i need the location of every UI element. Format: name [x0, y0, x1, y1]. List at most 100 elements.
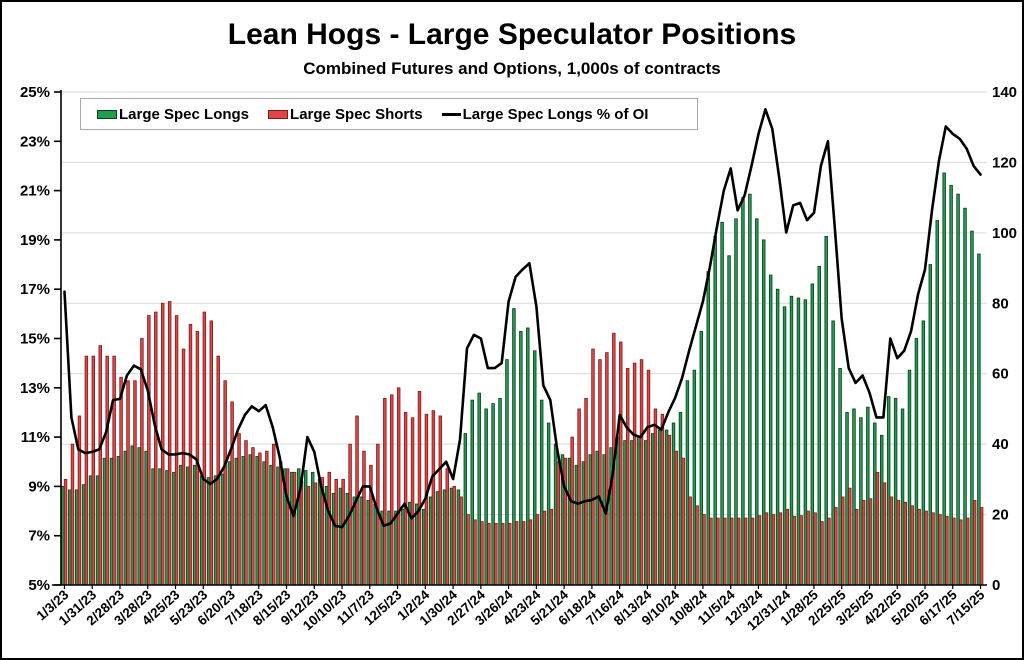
short-bar: [813, 512, 817, 586]
long-bar: [574, 464, 579, 586]
long-bar: [928, 264, 933, 586]
short-bar: [459, 496, 463, 586]
long-bar: [477, 392, 481, 586]
short-bar: [98, 345, 102, 586]
long-bar: [935, 220, 939, 586]
short-bar: [549, 508, 554, 586]
short-bar: [848, 487, 852, 586]
long-bar: [317, 478, 322, 586]
long-bar: [116, 456, 121, 586]
long-bar: [144, 450, 148, 586]
long-bar: [546, 422, 551, 586]
long-bar: [838, 368, 842, 586]
short-bar: [785, 508, 790, 586]
long-bar: [775, 288, 780, 586]
long-bar: [692, 369, 697, 586]
long-bar: [699, 331, 704, 586]
legend-longs-label: Large Spec Longs: [119, 105, 250, 123]
short-bar: [501, 522, 505, 586]
short-bar: [431, 410, 436, 586]
short-bar: [160, 302, 165, 586]
short-bar: [875, 471, 880, 586]
y-axis-left-label: 13%: [20, 380, 50, 397]
long-bar: [352, 496, 357, 586]
long-bar: [533, 350, 537, 586]
short-bar: [258, 452, 262, 586]
long-bar: [428, 496, 433, 586]
short-bar: [438, 415, 443, 586]
legend-shorts-label: Large Spec Shorts: [290, 105, 423, 123]
short-bar: [487, 522, 491, 586]
short-bar: [806, 510, 810, 586]
shorts-swatch-icon: [268, 109, 289, 119]
short-bar: [480, 521, 484, 586]
long-bar: [664, 429, 669, 586]
long-bar: [165, 470, 169, 586]
long-bar: [484, 408, 488, 586]
y-axis-left-label: 15%: [20, 331, 50, 348]
short-bar: [244, 440, 248, 586]
short-bar: [743, 517, 748, 586]
legend-item-shorts: Large Spec Shorts: [268, 106, 423, 123]
short-bar: [605, 352, 609, 586]
short-bar: [299, 480, 304, 586]
short-bar: [133, 380, 137, 586]
short-bar: [695, 505, 699, 586]
y-axis-right-label: 100: [992, 225, 1017, 242]
short-bar: [542, 510, 547, 586]
long-bar: [873, 422, 877, 586]
short-bar: [591, 348, 595, 586]
long-bar: [331, 493, 336, 586]
long-bar: [95, 475, 100, 586]
short-bar: [473, 519, 477, 586]
short-bar: [445, 468, 449, 586]
long-bar: [977, 253, 981, 586]
long-bar: [768, 274, 773, 586]
short-bar: [730, 517, 734, 586]
short-bar: [126, 380, 130, 586]
short-bar: [563, 457, 567, 586]
long-bar: [366, 500, 370, 586]
long-bar: [595, 450, 599, 586]
y-axis-left-label: 5%: [28, 577, 50, 594]
short-bar: [285, 468, 290, 586]
long-bar: [859, 417, 863, 586]
short-bar: [202, 311, 207, 586]
short-bar: [63, 478, 68, 586]
legend-line-label: Large Spec Longs % of OI: [462, 105, 649, 123]
short-bar: [660, 413, 665, 586]
long-bar: [727, 255, 731, 586]
legend-item-longs: Large Spec Longs: [97, 106, 249, 123]
short-bar: [688, 496, 692, 586]
long-bar: [269, 464, 273, 586]
long-bar: [803, 299, 808, 586]
short-bar: [931, 512, 935, 586]
long-bar: [255, 456, 259, 586]
long-bar: [637, 436, 641, 586]
short-bar: [84, 355, 89, 586]
short-bar: [292, 471, 297, 586]
y-axis-left-label: 19%: [20, 232, 50, 249]
long-bar: [588, 454, 592, 586]
long-bar: [227, 461, 232, 586]
short-bar: [272, 443, 276, 586]
short-bar: [216, 355, 220, 586]
long-bar: [421, 508, 426, 586]
long-bar: [949, 184, 953, 586]
longs-swatch-icon: [97, 109, 117, 119]
short-bar: [646, 369, 651, 586]
short-bar: [577, 408, 581, 586]
long-bar: [505, 359, 509, 586]
long-bar: [886, 396, 891, 586]
long-bar: [893, 397, 898, 586]
short-bar: [681, 457, 685, 586]
long-bar: [671, 422, 676, 586]
long-bar: [907, 369, 912, 586]
short-bar: [265, 450, 269, 586]
long-bar: [567, 457, 572, 586]
long-bar: [186, 466, 190, 586]
short-bar: [625, 368, 630, 586]
short-bar: [639, 359, 644, 586]
long-bar: [789, 295, 794, 586]
